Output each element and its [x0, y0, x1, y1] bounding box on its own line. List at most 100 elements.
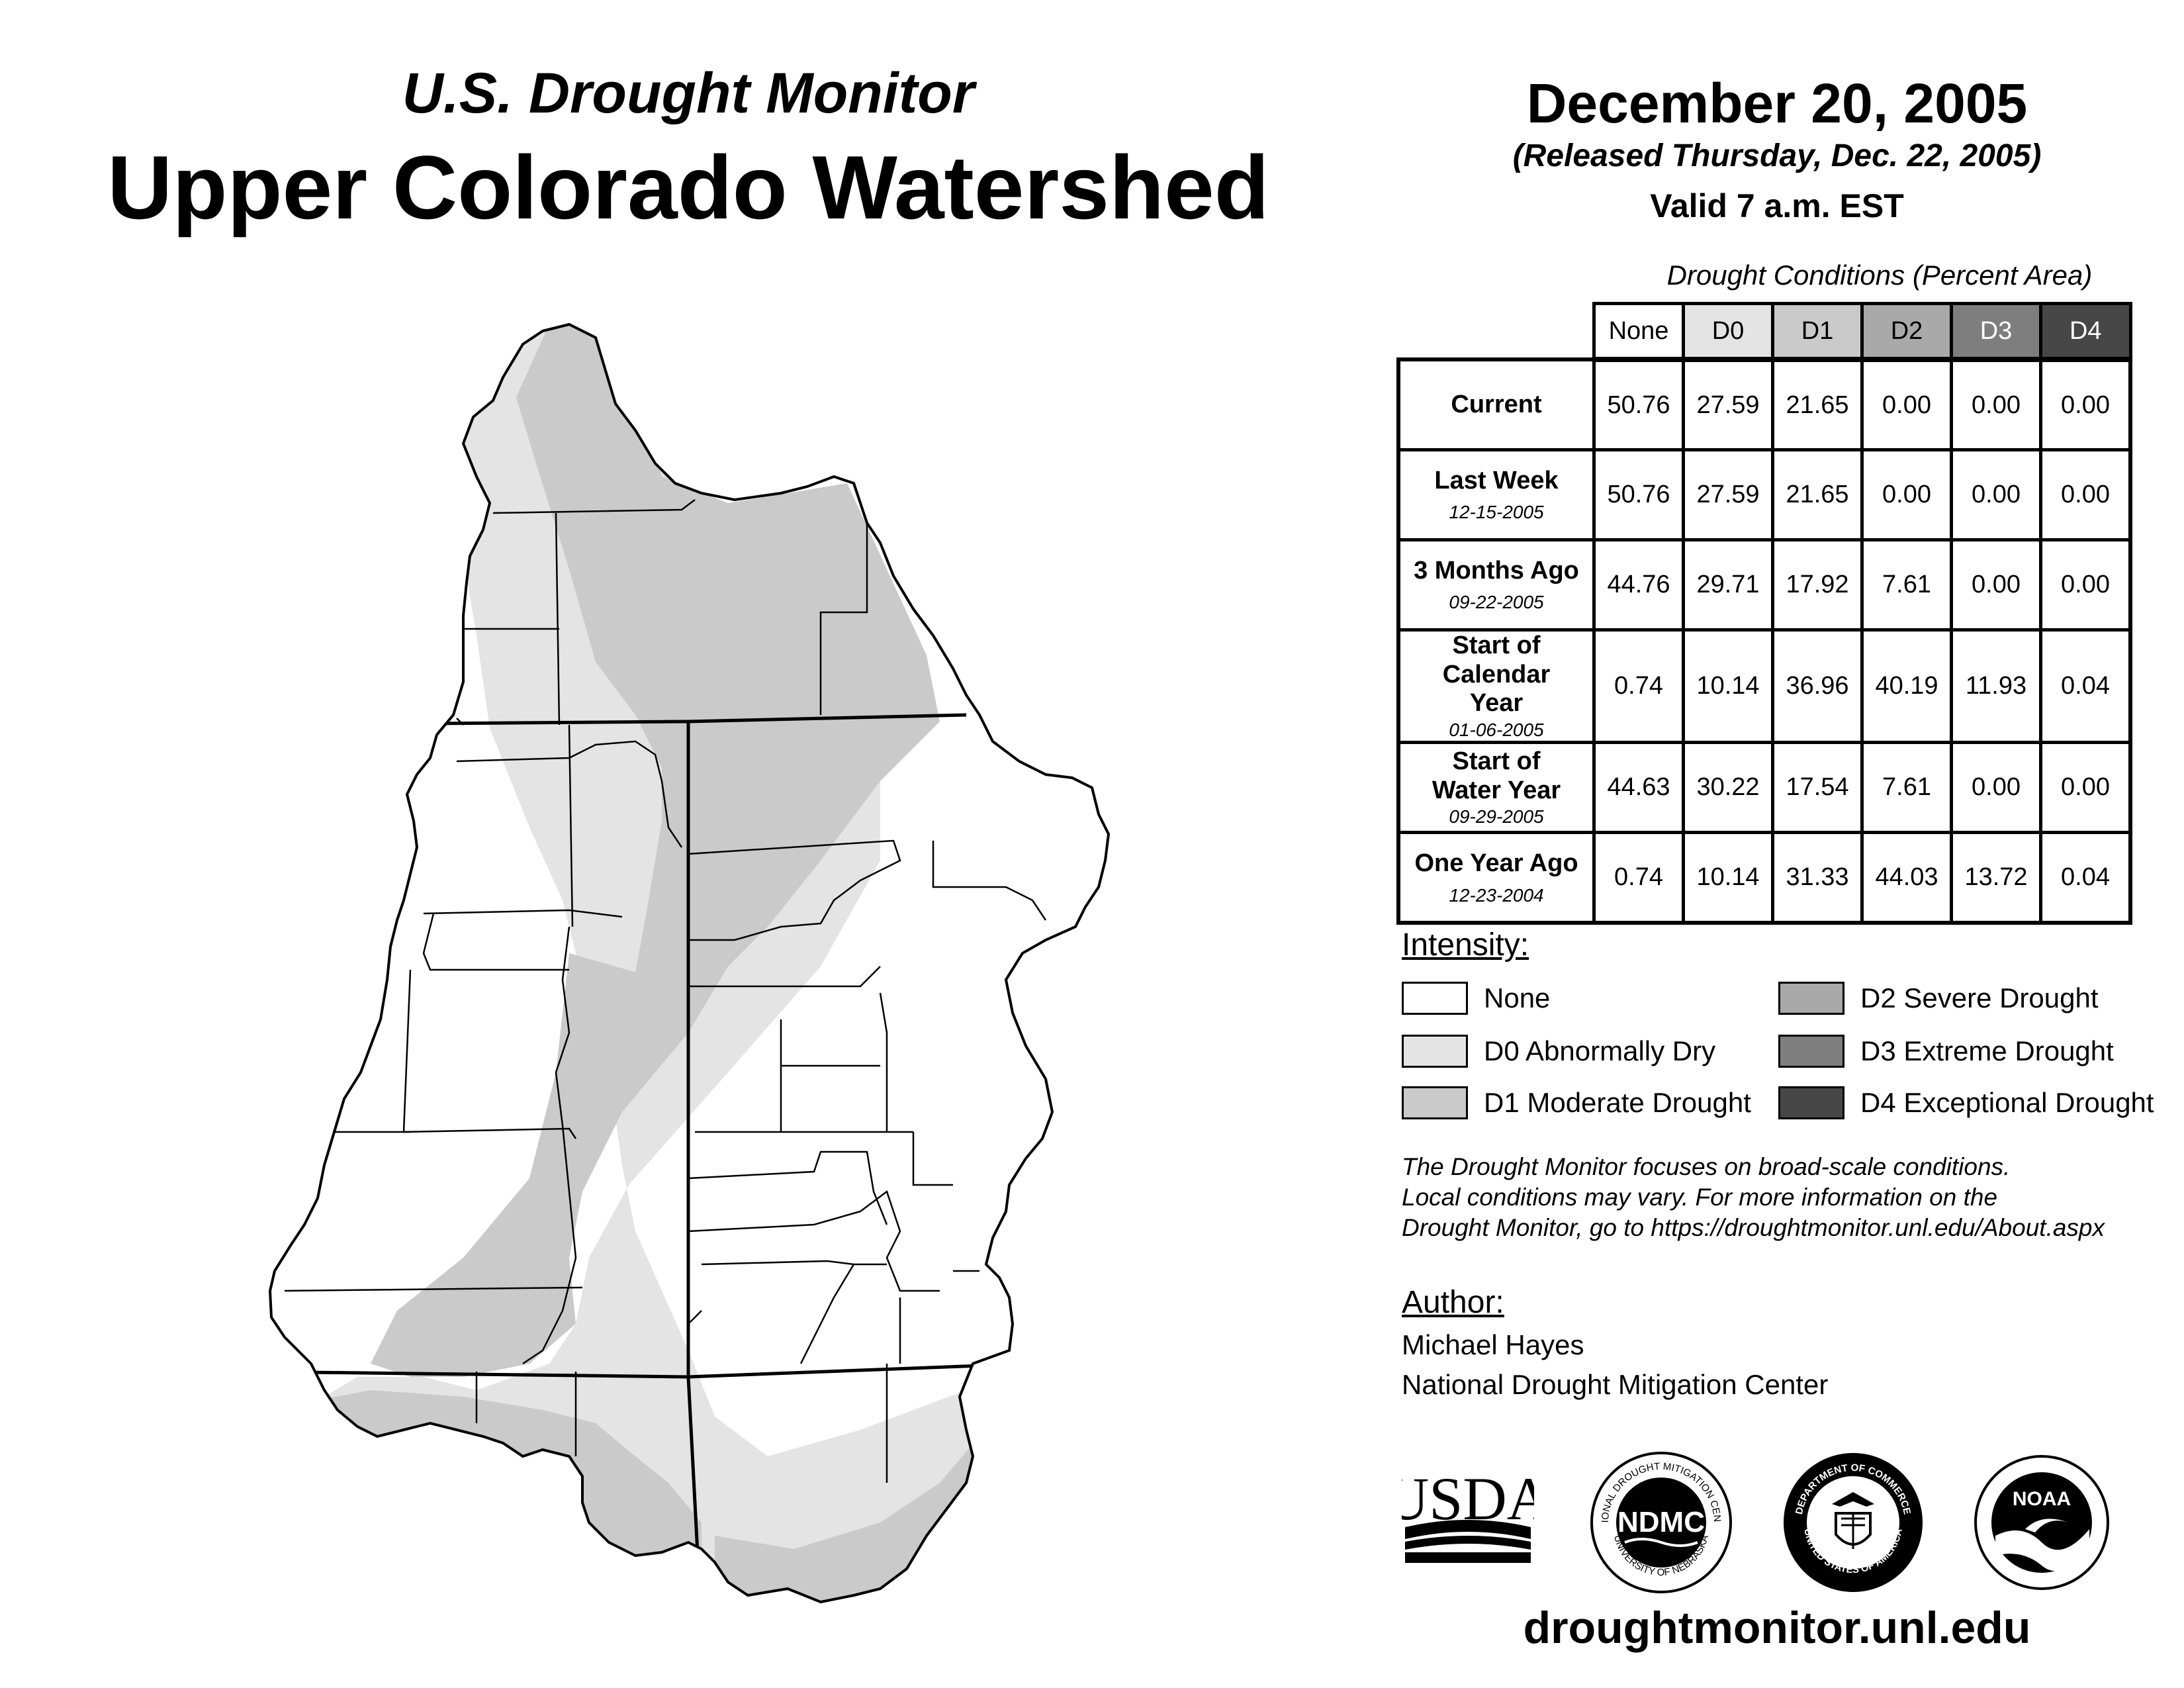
legend-label: D2 Severe Drought: [1860, 982, 2099, 1013]
valid-time: Valid 7 a.m. EST: [1650, 187, 1904, 224]
row-date: 09-22-2005: [1449, 592, 1544, 613]
legend-item-d0: D0 Abnormally Dry: [1402, 1033, 1715, 1070]
table-cell: 7.61: [1860, 741, 1953, 835]
table-cell: 44.63: [1592, 741, 1685, 835]
table-cell: 36.96: [1771, 628, 1864, 745]
table-cell: 0.04: [2039, 628, 2132, 745]
column-header-none: None: [1592, 302, 1685, 362]
column-header-d2: D2: [1860, 302, 1953, 362]
row-date: 01-06-2005: [1449, 720, 1544, 741]
row-label-text: 3 Months Ago: [1414, 556, 1579, 585]
table-cell: 0.00: [2039, 538, 2132, 632]
note-line: Drought Monitor, go to https://droughtmo…: [1402, 1214, 2105, 1241]
table-cell: 0.00: [1950, 357, 2042, 451]
table-cell: 21.65: [1771, 448, 1864, 541]
row-label-text: Start of Water Year: [1432, 747, 1561, 804]
map-subtitle: U.S. Drought Monitor: [402, 62, 975, 125]
d1-region-central: [371, 953, 728, 1377]
legend-label: D4 Exceptional Drought: [1860, 1087, 2154, 1118]
table-caption: Drought Conditions (Percent Area): [1666, 259, 2093, 291]
watershed-outline: [268, 322, 1111, 1604]
table-cell: 7.61: [1860, 538, 1953, 632]
legend-swatch: [1778, 1035, 1844, 1068]
row-label-text: Current: [1451, 390, 1542, 418]
table-cell: 0.74: [1592, 628, 1685, 745]
table-cell: 0.00: [2039, 448, 2132, 541]
table-row-start-calendar-year: Start of Calendar Year 01-06-2005 0.74 10…: [1396, 628, 2132, 745]
row-label: Start of Calendar Year 01-06-2005: [1396, 628, 1596, 745]
valid-date: December 20, 2005: [1526, 72, 2028, 134]
table-cell: 0.00: [2039, 357, 2132, 451]
row-date: 12-23-2004: [1449, 884, 1544, 906]
table-cell: 10.14: [1682, 628, 1774, 745]
legend-label: D3 Extreme Drought: [1860, 1035, 2114, 1066]
column-header-d1: D1: [1771, 302, 1864, 362]
table-row-one-year-ago: One Year Ago 12-23-2004 0.74 10.14 31.33 …: [1396, 831, 2132, 925]
legend-item-d3: D3 Extreme Drought: [1778, 1033, 2114, 1070]
table-cell: 17.54: [1771, 741, 1864, 835]
legend-swatch: [1402, 1035, 1468, 1068]
row-date: 12-15-2005: [1449, 502, 1544, 523]
legend-label: D0 Abnormally Dry: [1484, 1035, 1716, 1066]
row-label: Last Week 12-15-2005: [1396, 448, 1596, 541]
table-cell: 40.19: [1860, 628, 1953, 745]
row-date: 09-29-2005: [1449, 806, 1544, 827]
table-cell: 50.76: [1592, 357, 1685, 451]
eagle-icon: [1832, 1492, 1874, 1507]
table-cell: 13.72: [1950, 831, 2042, 925]
row-label: 3 Months Ago 09-22-2005: [1396, 538, 1596, 632]
usda-logo: USDA: [1402, 1466, 1534, 1563]
table-cell: 44.03: [1860, 831, 1953, 925]
legend-item-none: None: [1402, 980, 1550, 1017]
county-boundaries: [284, 499, 1047, 1483]
table-cell: 27.59: [1682, 448, 1774, 541]
legend-swatch: [1778, 982, 1844, 1015]
table-cell: 44.76: [1592, 538, 1685, 632]
table-cell: 10.14: [1682, 831, 1774, 925]
map-title: Upper Colorado Watershed: [107, 137, 1269, 238]
legend-swatch: [1402, 1086, 1468, 1119]
table-row-current: Current 50.76 27.59 21.65 0.00 0.00 0.00: [1396, 357, 2132, 451]
table-cell: 11.93: [1950, 628, 2042, 745]
table-header-row: None D0 D1 D2 D3 D4: [1398, 302, 2132, 362]
footer-url: droughtmonitor.unl.edu: [1523, 1603, 2031, 1653]
author-name: Michael Hayes: [1402, 1329, 1584, 1360]
row-label: Current: [1396, 357, 1596, 451]
legend-item-d1: D1 Moderate Drought: [1402, 1084, 1751, 1121]
noaa-logo-text: NOAA: [2013, 1488, 2071, 1510]
drought-conditions-table: None D0 D1 D2 D3 D4 Current 50.76 27.59 …: [1396, 302, 2132, 925]
bird-icon: [2025, 1519, 2068, 1532]
table-cell: 0.00: [1950, 538, 2042, 632]
row-label: Start of Water Year 09-29-2005: [1396, 741, 1596, 835]
row-label-text: Last Week: [1434, 466, 1559, 494]
row-label-text: Start of Calendar Year: [1442, 632, 1551, 718]
table-cell: 17.92: [1771, 538, 1864, 632]
table-cell: 27.59: [1682, 357, 1774, 451]
legend-title: Intensity:: [1402, 927, 1529, 962]
table-cell: 0.00: [2039, 741, 2132, 835]
d1-region-north: [516, 324, 940, 1019]
table-cell: 0.74: [1592, 831, 1685, 925]
legend-label: None: [1484, 982, 1551, 1013]
table-cell: 31.33: [1771, 831, 1864, 925]
shield-icon: [1835, 1512, 1872, 1546]
legend-label: D1 Moderate Drought: [1484, 1087, 1751, 1118]
legend-item-d4: D4 Exceptional Drought: [1778, 1084, 2154, 1121]
table-cell: 30.22: [1682, 741, 1774, 835]
release-note: (Released Thursday, Dec. 22, 2005): [1512, 138, 2042, 173]
note-line: Local conditions may vary. For more info…: [1402, 1184, 1998, 1211]
disclaimer-note: The Drought Monitor focuses on broad-sca…: [1402, 1152, 2163, 1243]
table-corner: [1398, 303, 1596, 361]
column-header-d0: D0: [1682, 302, 1774, 362]
table-row-last-week: Last Week 12-15-2005 50.76 27.59 21.65 0.…: [1396, 448, 2132, 541]
watershed-map: [268, 322, 1111, 1604]
row-label: One Year Ago 12-23-2004: [1396, 831, 1596, 925]
table-cell: 0.00: [1950, 741, 2042, 835]
table-cell: 0.00: [1950, 448, 2042, 541]
note-line: The Drought Monitor focuses on broad-sca…: [1402, 1153, 2011, 1180]
legend-swatch: [1778, 1086, 1844, 1119]
table-cell: 21.65: [1771, 357, 1864, 451]
column-header-d4: D4: [2039, 302, 2132, 362]
commerce-department-seal: DEPARTMENT OF COMMERCE UNITED STATES OF …: [1784, 1453, 1923, 1592]
table-cell: 29.71: [1682, 538, 1774, 632]
